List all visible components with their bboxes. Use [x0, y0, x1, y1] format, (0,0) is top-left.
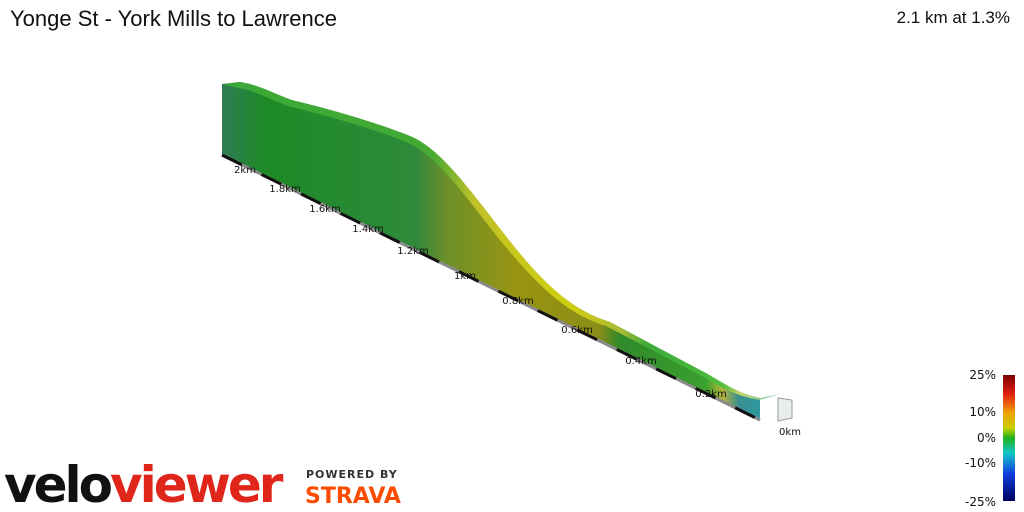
profile-side	[222, 82, 760, 420]
distance-label: 0.8km	[502, 296, 533, 307]
distance-label: 0km	[779, 427, 801, 438]
distance-label: 1.4km	[352, 224, 383, 235]
logo: veloviewer	[4, 456, 284, 512]
distance-label: 2km	[234, 165, 256, 176]
distance-label: 1.8km	[269, 184, 300, 195]
segment-title: Yonge St - York Mills to Lawrence	[10, 6, 337, 31]
distance-label: 1.6km	[309, 204, 340, 215]
profile-top	[222, 82, 780, 400]
distance-label: 0.4km	[625, 356, 656, 367]
scale-label: 10%	[969, 405, 996, 419]
scale-label: -25%	[965, 495, 996, 509]
profile-end	[777, 397, 793, 422]
distance-label: 1km	[454, 271, 476, 282]
strava-logo: STRAVA	[305, 484, 401, 509]
scale-label: 25%	[969, 368, 996, 382]
logo-start: velo	[4, 456, 112, 512]
distance-label: 0.2km	[695, 389, 726, 400]
gradient-scale	[1003, 375, 1015, 501]
base-line-dash	[221, 153, 761, 422]
scale-label: 0%	[977, 431, 996, 445]
scale-label: -10%	[965, 456, 996, 470]
logo-end: viewer	[110, 456, 284, 512]
segment-summary: 2.1 km at 1.3%	[896, 8, 1010, 27]
distance-label: 0.6km	[561, 325, 592, 336]
veloviewer-logo: veloviewer	[4, 456, 287, 512]
powered-by: POWERED BY	[306, 468, 398, 481]
distance-label: 1.2km	[397, 246, 428, 257]
